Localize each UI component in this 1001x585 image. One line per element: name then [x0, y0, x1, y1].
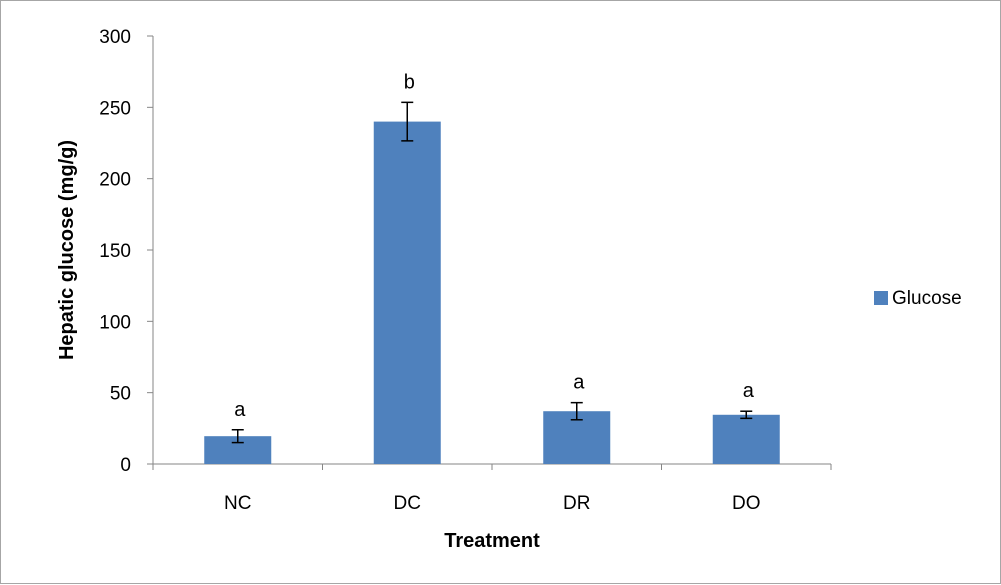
y-tick-label: 0 [120, 455, 131, 476]
bars [204, 121, 780, 464]
y-axis: 0 50 100 150 200 250 300 [99, 27, 154, 476]
x-tick-label: NC [224, 493, 251, 514]
bar-dc [373, 121, 441, 464]
y-tick-label: 250 [99, 98, 131, 119]
legend: Glucose [874, 288, 962, 309]
x-axis: NC DC DR DO [152, 463, 832, 514]
significance-labels: a b a a [234, 71, 755, 420]
y-tick-label: 150 [99, 241, 131, 262]
significance-label: a [234, 399, 246, 421]
y-tick-label: 200 [99, 170, 131, 191]
legend-label-glucose: Glucose [892, 288, 962, 309]
legend-swatch-glucose [874, 291, 888, 305]
significance-label: b [404, 71, 415, 93]
y-tick-label: 300 [99, 27, 131, 48]
y-tick-label: 50 [110, 384, 131, 405]
significance-label: a [743, 380, 755, 402]
x-tick-label: DC [394, 493, 421, 514]
x-tick-label: DO [732, 493, 761, 514]
x-axis-title: Treatment [444, 530, 540, 552]
significance-label: a [573, 372, 585, 394]
y-axis-title: Hepatic glucose (mg/g) [56, 140, 78, 360]
bar-do [712, 414, 780, 464]
x-tick-label: DR [563, 493, 590, 514]
error-bars [231, 101, 753, 444]
y-tick-label: 100 [99, 312, 131, 333]
